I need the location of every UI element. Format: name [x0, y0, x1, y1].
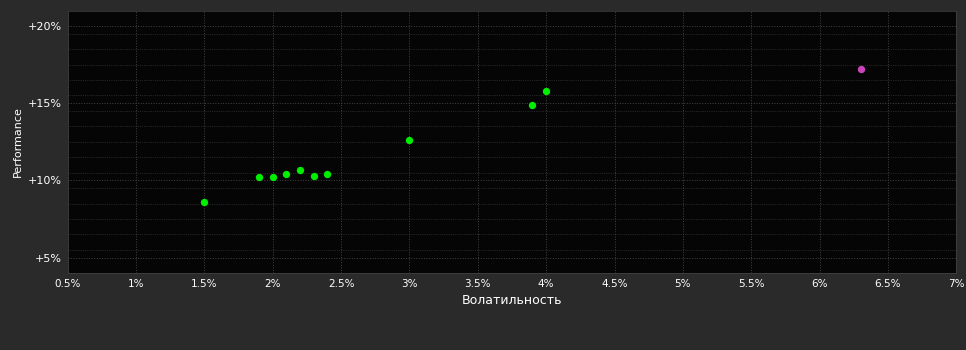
Point	[402, 138, 417, 143]
Point	[197, 199, 213, 205]
Point	[320, 172, 335, 177]
Point	[853, 66, 868, 72]
Point	[278, 172, 294, 177]
Point	[265, 174, 280, 180]
Point	[538, 88, 554, 93]
Y-axis label: Performance: Performance	[13, 106, 22, 177]
Point	[293, 167, 308, 172]
Point	[525, 102, 540, 107]
Point	[306, 173, 322, 178]
Point	[251, 174, 267, 180]
X-axis label: Волатильность: Волатильность	[462, 294, 562, 307]
